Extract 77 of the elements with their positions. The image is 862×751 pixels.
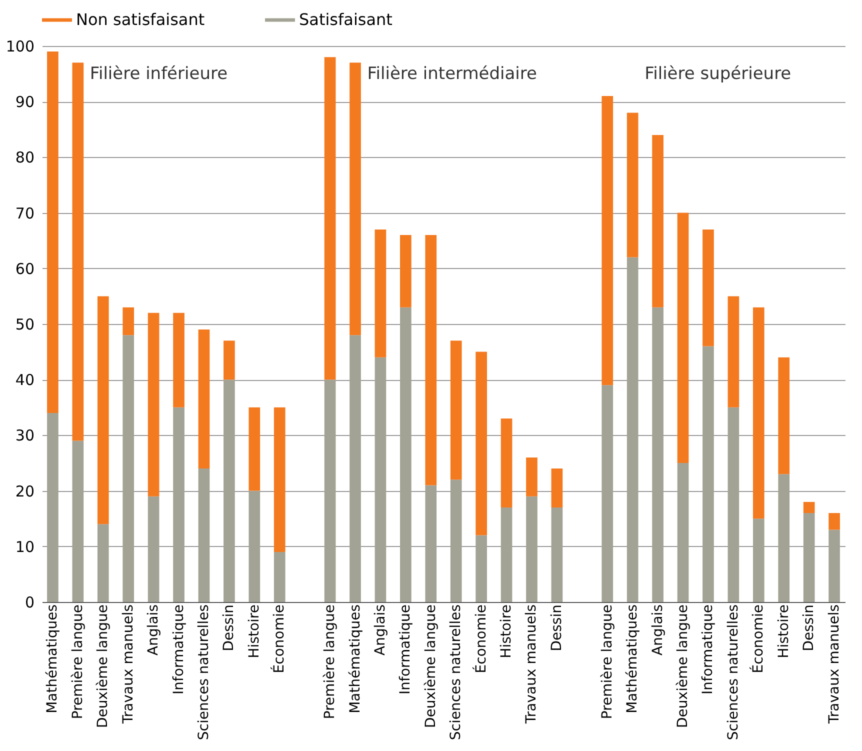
y-tick-label: 0 bbox=[24, 594, 34, 612]
bar bbox=[324, 57, 336, 380]
x-tick-label: Mathématiques bbox=[44, 604, 61, 714]
x-tick-label: Deuxième langue bbox=[422, 604, 439, 728]
x-tick-label: Histoire bbox=[246, 604, 262, 658]
y-tick-label: 30 bbox=[15, 426, 34, 445]
bar bbox=[425, 235, 437, 486]
annotation: Filière inférieure bbox=[90, 64, 228, 84]
x-tick-label: Première langue bbox=[70, 604, 86, 720]
x-tick-label: Économie bbox=[270, 604, 288, 674]
x-tick-label: Mathématiques bbox=[624, 604, 641, 714]
y-tick-label: 60 bbox=[15, 260, 34, 278]
x-tick-label: Économie bbox=[472, 604, 490, 674]
x-tick-label: Dessin bbox=[801, 604, 818, 652]
bar bbox=[728, 296, 740, 408]
bar bbox=[122, 307, 134, 336]
bar bbox=[602, 96, 614, 386]
x-tick-label: Sciences naturelles bbox=[196, 604, 212, 740]
bar bbox=[526, 457, 538, 496]
bar bbox=[274, 552, 286, 602]
y-tick-label: 20 bbox=[15, 482, 34, 500]
x-tick-label: Dessin bbox=[548, 604, 565, 652]
bar bbox=[198, 330, 210, 469]
x-tick-label: Travaux manuels bbox=[826, 604, 842, 725]
x-tick-label: Informatique bbox=[170, 604, 187, 694]
x-tick-label: Travaux manuels bbox=[524, 604, 540, 725]
x-tick-label: Informatique bbox=[398, 604, 414, 694]
y-tick-label: 10 bbox=[15, 538, 34, 556]
x-tick-label: Informatique bbox=[700, 604, 716, 694]
bar bbox=[350, 62, 361, 336]
bar bbox=[500, 418, 512, 508]
bar bbox=[450, 340, 462, 480]
bar bbox=[626, 112, 638, 258]
y-tick-label: 40 bbox=[15, 371, 34, 390]
x-tick-label: Anglais bbox=[650, 604, 666, 656]
bar bbox=[803, 502, 815, 514]
y-tick-label: 90 bbox=[15, 93, 34, 112]
legend-label: Non satisfaisant bbox=[76, 10, 205, 29]
x-tick-label: Anglais bbox=[372, 604, 388, 656]
legend-label: Satisfaisant bbox=[299, 10, 392, 29]
x-tick-label: Deuxième langue bbox=[675, 604, 692, 728]
bar bbox=[148, 312, 160, 496]
bar bbox=[374, 229, 386, 358]
x-tick-label: Économie bbox=[750, 604, 767, 674]
x-tick-label: Mathématiques bbox=[347, 604, 364, 714]
bar bbox=[828, 513, 840, 530]
bar bbox=[173, 312, 184, 408]
bar bbox=[702, 229, 714, 346]
x-tick-label: Histoire bbox=[776, 604, 792, 658]
bar bbox=[274, 407, 286, 552]
x-tick-label: Anglais bbox=[146, 604, 162, 656]
bar bbox=[97, 296, 109, 524]
x-tick-label: Travaux manuels bbox=[120, 604, 136, 725]
bar bbox=[248, 407, 260, 491]
annotation: Filière supérieure bbox=[644, 64, 792, 84]
annotation: Filière intermédiaire bbox=[367, 64, 537, 84]
bar bbox=[47, 52, 58, 413]
x-tick-label: Histoire bbox=[498, 604, 515, 658]
y-tick-label: 100 bbox=[6, 38, 34, 56]
bar bbox=[72, 62, 84, 441]
y-tick-label: 80 bbox=[15, 148, 34, 167]
bar bbox=[551, 468, 563, 508]
x-tick-label: Première langue bbox=[322, 604, 338, 720]
y-tick-label: 70 bbox=[15, 204, 34, 222]
bar bbox=[752, 307, 764, 519]
bar bbox=[677, 212, 689, 463]
bar bbox=[778, 357, 790, 474]
x-tick-label: Deuxième langue bbox=[95, 604, 112, 728]
x-tick-label: Sciences naturelles bbox=[725, 604, 742, 740]
x-tick-label: Sciences naturelles bbox=[448, 604, 464, 740]
bar bbox=[476, 352, 487, 536]
bar bbox=[400, 235, 412, 308]
bar bbox=[652, 134, 664, 308]
bar bbox=[224, 340, 235, 380]
x-tick-label: Dessin bbox=[221, 604, 238, 652]
x-tick-label: Première langue bbox=[599, 604, 616, 720]
y-tick-label: 50 bbox=[15, 316, 34, 334]
